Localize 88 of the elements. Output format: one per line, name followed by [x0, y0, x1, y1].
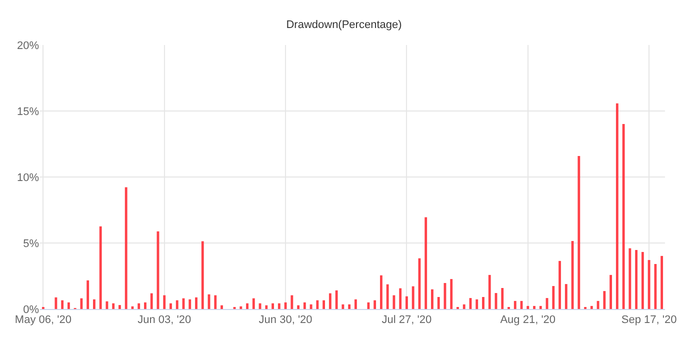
bar [437, 296, 440, 309]
bar [628, 248, 632, 309]
bar [322, 300, 326, 309]
bar [641, 252, 644, 309]
bar [86, 280, 90, 309]
y-tick-label: 5% [23, 238, 40, 250]
bar [342, 304, 344, 309]
bar [386, 284, 389, 309]
bar [610, 274, 612, 309]
bar [412, 286, 414, 309]
bar [252, 298, 255, 309]
bar [539, 306, 542, 309]
bar [297, 305, 300, 309]
bar [316, 300, 319, 309]
bar [431, 289, 434, 309]
bar [170, 303, 172, 309]
x-tick-label: Aug 21, '20 [500, 314, 556, 326]
y-tick-label: 20% [16, 40, 40, 52]
y-tick-label: 10% [16, 172, 40, 184]
bar [214, 295, 217, 309]
bar [303, 302, 306, 309]
bar [188, 299, 192, 309]
bar [278, 303, 280, 309]
bar [112, 303, 115, 309]
bar [272, 303, 274, 309]
bar [144, 302, 146, 309]
chart-title: Drawdown(Percentage) [286, 18, 402, 31]
bar [220, 305, 223, 309]
bar [406, 296, 408, 309]
bar [176, 300, 178, 309]
bar [533, 306, 536, 309]
bar [462, 304, 466, 309]
bar [399, 288, 402, 309]
bar [380, 275, 382, 309]
bar [150, 293, 153, 309]
bar [310, 304, 312, 309]
bar [99, 226, 102, 309]
bar [648, 260, 650, 309]
bar [526, 306, 530, 309]
bar [501, 288, 504, 309]
bar [354, 299, 357, 309]
bar [476, 299, 478, 309]
bar [450, 279, 453, 309]
bar [367, 302, 370, 309]
bar [596, 300, 600, 309]
bar [552, 286, 555, 309]
bar [93, 299, 96, 309]
bar [118, 305, 121, 309]
bar [246, 303, 248, 309]
bar [284, 302, 287, 309]
bar [335, 290, 338, 309]
bar [660, 256, 664, 309]
bar [124, 187, 128, 309]
bar [558, 260, 561, 309]
x-tick-label: May 06, '20 [14, 314, 72, 326]
bar [67, 302, 70, 309]
bar [392, 295, 396, 309]
bar [163, 295, 166, 309]
bar [348, 304, 351, 309]
bar [240, 306, 242, 309]
x-tick-label: Jun 30, '20 [258, 314, 312, 326]
x-tick-label: Sep 17, '20 [621, 314, 677, 326]
bar [488, 274, 491, 309]
x-tick-label: Jul 27, '20 [382, 314, 432, 326]
bar [195, 297, 198, 309]
y-tick-label: 0% [23, 304, 40, 316]
bar [290, 295, 294, 309]
y-tick-label: 15% [16, 106, 40, 118]
bar [578, 156, 580, 309]
bar [201, 241, 204, 309]
bar [564, 284, 568, 309]
bar [482, 296, 484, 309]
bar [80, 298, 83, 309]
bar [138, 303, 140, 309]
bar [635, 250, 638, 309]
bar [603, 291, 606, 309]
bar [328, 293, 332, 309]
bar [654, 264, 657, 309]
bar [616, 103, 618, 309]
bar [54, 297, 58, 309]
bar [61, 300, 64, 309]
bar [265, 305, 268, 309]
x-tick-label: Jun 03, '20 [138, 314, 192, 326]
bar [374, 300, 376, 309]
bar [514, 300, 516, 309]
bar [424, 217, 428, 309]
bar [590, 306, 593, 309]
bar [622, 124, 625, 309]
